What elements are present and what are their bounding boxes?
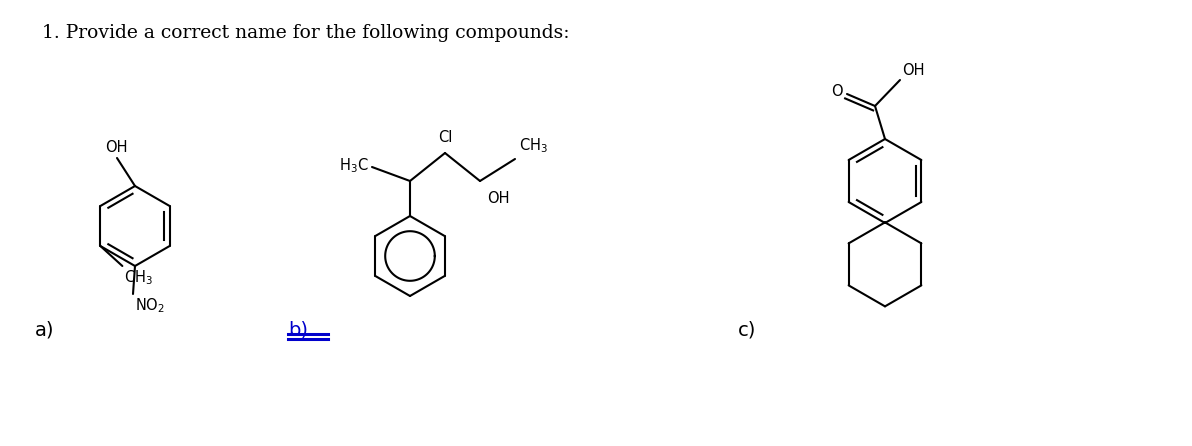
Text: O: O — [831, 84, 843, 99]
Text: b): b) — [288, 321, 308, 340]
Text: OH: OH — [488, 191, 509, 206]
Text: 1. Provide a correct name for the following compounds:: 1. Provide a correct name for the follow… — [42, 24, 570, 42]
Text: NO$_2$: NO$_2$ — [135, 296, 164, 315]
Text: H$_3$C: H$_3$C — [340, 157, 370, 175]
Text: OH: OH — [105, 140, 128, 155]
Text: CH$_3$: CH$_3$ — [124, 268, 154, 287]
Text: Cl: Cl — [437, 130, 452, 145]
Text: c): c) — [738, 321, 757, 340]
Text: CH$_3$: CH$_3$ — [519, 136, 548, 155]
Text: a): a) — [35, 321, 55, 340]
Text: OH: OH — [902, 63, 925, 78]
